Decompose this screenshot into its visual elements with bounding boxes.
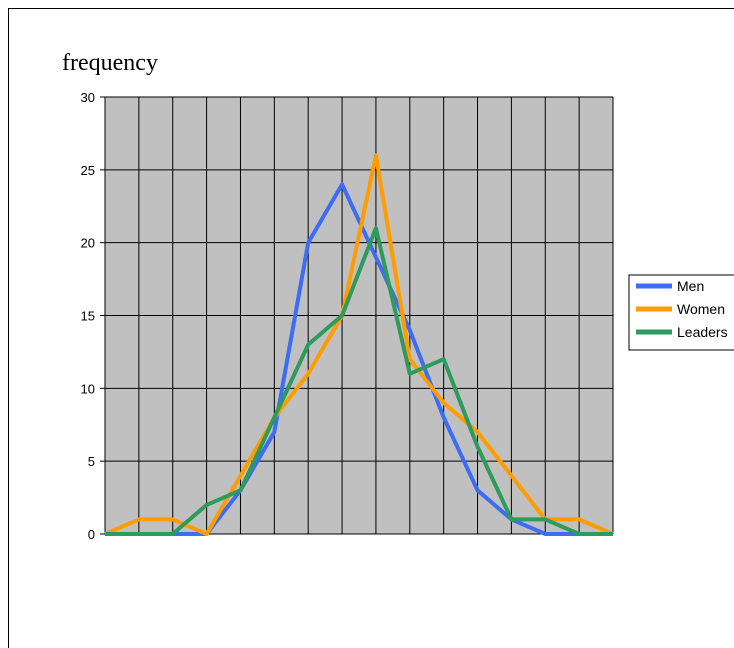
legend-label-men: Men [677,278,704,294]
y-tick-label: 5 [88,454,95,469]
y-tick-label: 15 [81,309,95,324]
y-tick-label: 10 [81,381,95,396]
y-tick-label: 30 [81,90,95,105]
y-tick-label: 25 [81,163,95,178]
legend-label-leaders: Leaders [677,324,728,340]
legend-label-women: Women [677,301,725,317]
y-tick-label: 20 [81,236,95,251]
legend: Men Women Leaders [629,275,734,350]
y-tick-label: 0 [88,527,95,542]
